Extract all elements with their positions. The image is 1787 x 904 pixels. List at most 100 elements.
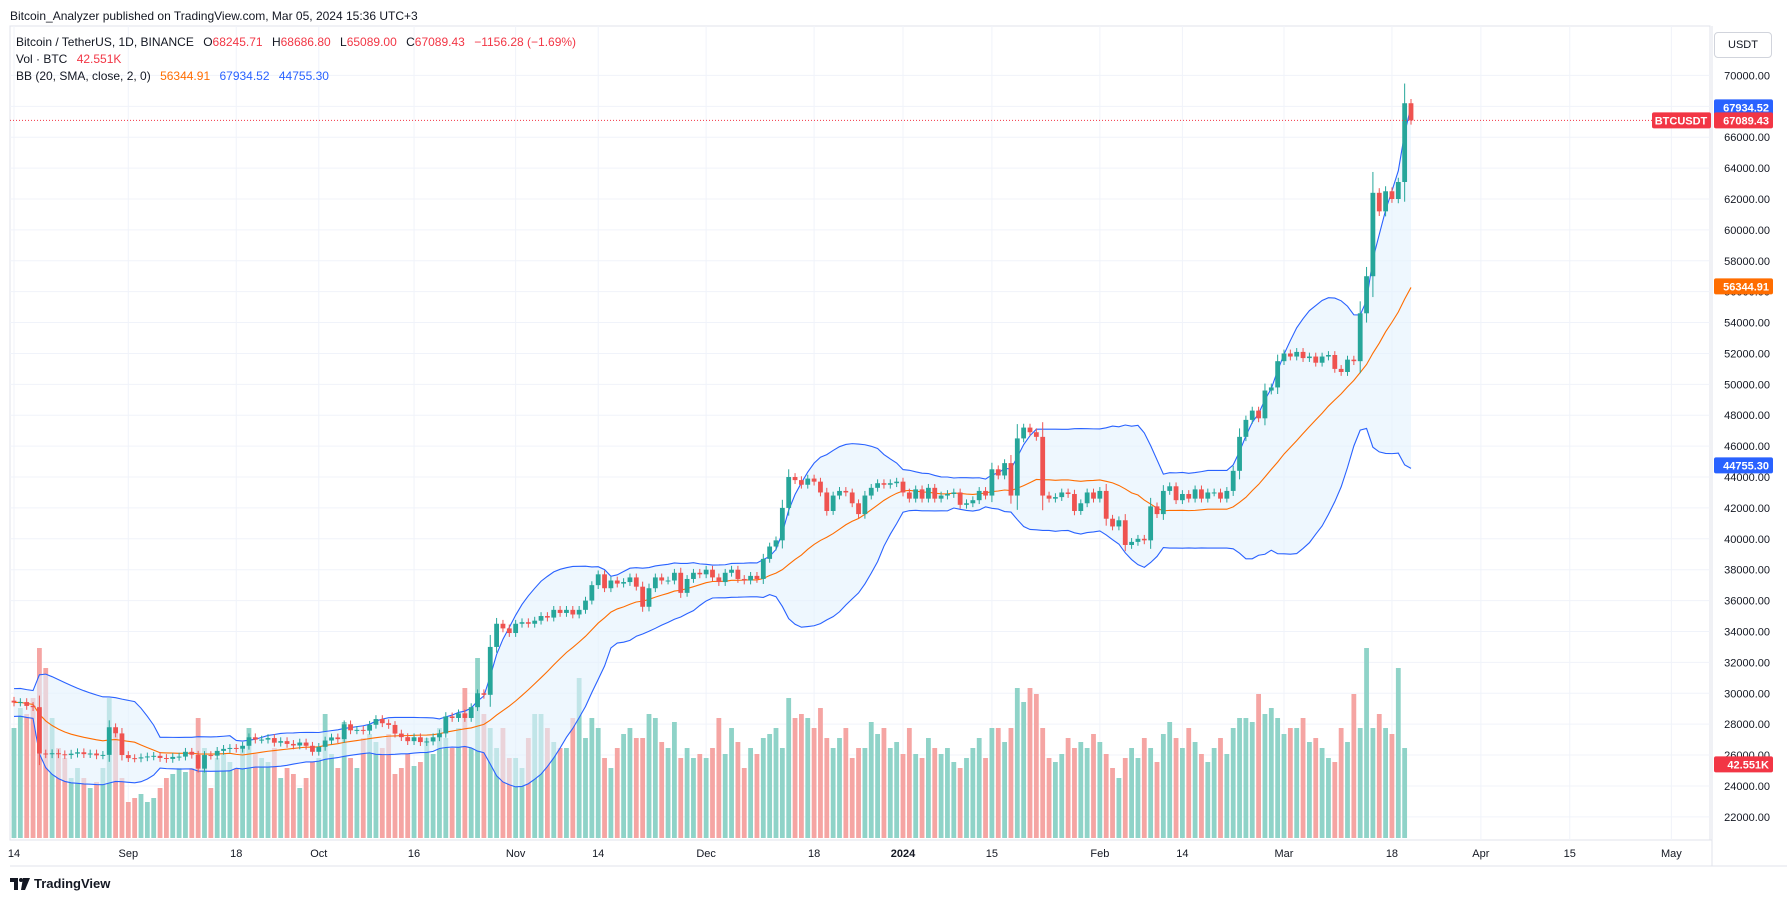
candle-body: [348, 724, 353, 731]
volume-bar: [398, 768, 404, 838]
candle-body: [1383, 191, 1388, 212]
volume-bar: [176, 768, 182, 838]
currency-selector[interactable]: USDT: [1714, 32, 1772, 58]
candle-body: [1021, 427, 1027, 439]
candle-body: [1319, 356, 1325, 363]
volume-bar: [17, 708, 23, 838]
candle-body: [303, 742, 309, 746]
plot-area: [9, 25, 1711, 841]
x-tick-label: 18: [230, 848, 242, 860]
candle-body: [240, 745, 245, 749]
volume-bar: [989, 728, 995, 838]
tradingview-logo[interactable]: TradingView: [10, 876, 110, 891]
x-tick-label: Mar: [1275, 848, 1294, 860]
candle-body: [481, 693, 487, 695]
volume-bar: [494, 748, 499, 838]
candle-body: [1059, 492, 1065, 498]
candle-body: [1122, 520, 1128, 545]
volume-bar: [132, 798, 138, 838]
x-tick-label: Feb: [1090, 848, 1109, 860]
volume-bar: [1218, 738, 1223, 838]
volume-bar: [1186, 728, 1192, 838]
candle-body: [913, 489, 919, 499]
volume-bar: [1129, 748, 1134, 838]
volume-bar: [1033, 694, 1039, 838]
volume-bar: [164, 778, 169, 838]
volume-bar: [462, 688, 468, 838]
candle-body: [830, 495, 836, 512]
symbol-name[interactable]: Bitcoin / TetherUS, 1D, BINANCE: [16, 35, 194, 49]
volume-bar: [1319, 748, 1325, 838]
candle-body: [1186, 494, 1192, 499]
candle-body: [710, 569, 715, 578]
volume-bar: [697, 754, 703, 838]
volume-bar: [468, 748, 474, 838]
candle-body: [722, 572, 728, 583]
candle-body: [570, 609, 576, 615]
volume-bar: [545, 728, 550, 838]
legend-bb-row: BB (20, SMA, close, 2, 0) 56344.91 67934…: [16, 68, 582, 85]
volume-bar: [633, 738, 639, 838]
candle-body: [602, 574, 607, 589]
volume-bar: [214, 758, 220, 838]
volume-bar: [341, 722, 347, 838]
candle-body: [271, 738, 277, 743]
candle-body: [735, 569, 741, 579]
volume-bar: [424, 738, 430, 838]
y-tick-label: 48000.00: [1724, 410, 1770, 422]
x-tick-label: 18: [808, 848, 820, 860]
volume-bar: [125, 802, 131, 838]
volume-bar: [862, 748, 868, 838]
candle-body: [138, 757, 144, 759]
candle-body: [1249, 410, 1255, 420]
y-tick-label: 32000.00: [1724, 657, 1770, 669]
candle-body: [1072, 494, 1077, 512]
volume-bar: [1021, 702, 1027, 838]
volume-bar: [614, 748, 620, 838]
x-tick-label: 15: [1564, 848, 1576, 860]
x-tick-label: 2024: [891, 848, 916, 860]
candle-body: [106, 727, 112, 755]
bb-label[interactable]: BB (20, SMA, close, 2, 0): [16, 69, 151, 83]
volume-bar: [659, 742, 665, 838]
candle-body: [494, 623, 499, 647]
candle-body: [1110, 518, 1115, 527]
candle-body: [754, 575, 760, 579]
volume-label[interactable]: Vol · BTC: [16, 52, 68, 66]
candle-body: [1033, 432, 1039, 437]
candle-body: [875, 483, 880, 488]
candle-body: [538, 616, 544, 621]
candle-body: [1091, 492, 1096, 499]
candle-body: [1014, 438, 1020, 496]
bb-basis-value: 56344.91: [160, 69, 211, 83]
candle-body: [221, 748, 226, 751]
candle-body: [519, 622, 525, 624]
candle-body: [1154, 506, 1160, 515]
volume-bar: [56, 748, 61, 838]
candle-body: [545, 616, 550, 618]
volume-bar: [430, 754, 436, 838]
candle-body: [672, 572, 677, 581]
volume-bar: [75, 768, 80, 838]
candle-body: [589, 585, 595, 601]
y-tick-label: 58000.00: [1724, 256, 1770, 268]
candle-body: [189, 751, 195, 755]
volume-bar: [608, 768, 614, 838]
candle-body: [297, 742, 303, 746]
candle-body: [449, 716, 455, 718]
volume-bar: [418, 762, 423, 838]
volume-bar: [881, 728, 887, 838]
volume-bar: [386, 734, 392, 838]
volume-bar: [938, 754, 944, 838]
volume-bar: [919, 758, 925, 838]
close-value: 67089.43: [414, 35, 465, 49]
candle-body: [500, 623, 506, 629]
volume-bar: [1008, 728, 1014, 838]
volume-bar: [525, 738, 531, 838]
volume-bar: [1192, 742, 1198, 838]
price-tag: [1714, 112, 1773, 129]
volume-bar: [487, 728, 493, 838]
candle-body: [443, 716, 449, 734]
x-tick-label: Dec: [696, 848, 716, 860]
